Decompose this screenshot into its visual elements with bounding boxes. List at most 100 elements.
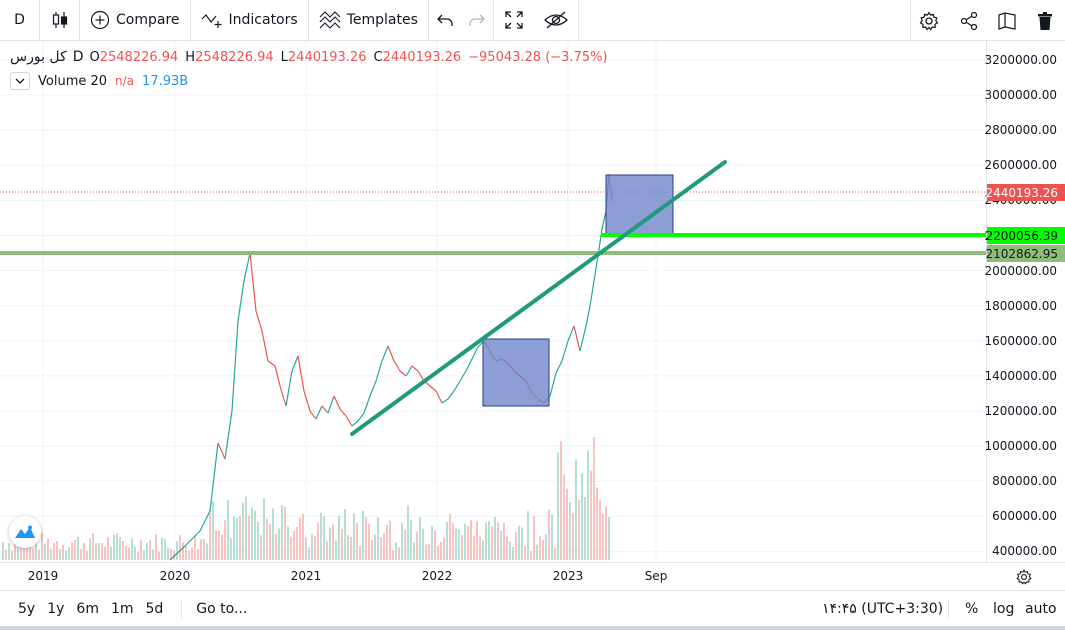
open-key: O: [89, 49, 100, 65]
volume-bar: [71, 542, 73, 560]
redo-button[interactable]: [461, 0, 494, 41]
log-toggle[interactable]: log: [993, 600, 1015, 617]
price-chart[interactable]: [0, 41, 986, 562]
volume-bar: [5, 549, 7, 560]
volume-bar: [89, 538, 91, 560]
volume-bar: [590, 470, 592, 560]
volume-bar: [191, 547, 193, 560]
interval-label: D: [14, 12, 25, 28]
volume-bar: [29, 540, 31, 560]
axis-settings-button[interactable]: [1014, 567, 1034, 587]
snapshot-button[interactable]: [988, 0, 1026, 41]
volume-bar: [587, 450, 589, 560]
volume-bar: [167, 547, 169, 560]
range-1m-button[interactable]: 1m: [110, 600, 134, 617]
volume-bar: [578, 500, 580, 560]
undo-button[interactable]: [429, 0, 461, 41]
price-segment: [249, 252, 257, 312]
chart-type-button[interactable]: [40, 0, 80, 41]
price-segment: [297, 355, 305, 392]
volume-bar: [524, 546, 526, 560]
plus-circle-icon: [90, 10, 110, 30]
range-5d-button[interactable]: 5d: [145, 600, 164, 617]
volume-bar: [605, 506, 607, 560]
templates-button[interactable]: Templates: [309, 0, 429, 41]
auto-toggle[interactable]: auto: [1025, 600, 1057, 617]
volume-bar: [473, 535, 475, 560]
volume-bar: [266, 518, 268, 560]
volume-bar: [293, 531, 295, 560]
separator: [181, 599, 183, 618]
price-axis[interactable]: 3200000.00 3000000.00 2800000.00 2600000.00…: [984, 41, 1065, 562]
range-5y-button[interactable]: 5y: [18, 600, 36, 617]
volume-bar: [575, 459, 577, 560]
rectangle-drawing-2022[interactable]: [482, 338, 550, 407]
gear-icon: [1016, 569, 1032, 585]
volume-bar: [311, 534, 313, 560]
volume-bar: [479, 536, 481, 560]
volume-bar: [350, 536, 352, 560]
price-segment: [593, 255, 599, 282]
volume-bar: [329, 527, 331, 560]
time-axis[interactable]: 2019 2020 2021 2022 2023 Sep: [0, 562, 1065, 590]
templates-icon: [319, 11, 341, 29]
delete-button[interactable]: [1026, 0, 1064, 41]
price-segment: [243, 252, 251, 282]
volume-bar: [233, 516, 235, 560]
interval-button[interactable]: D: [0, 0, 40, 41]
volume-bar: [572, 512, 574, 560]
price-segment: [405, 365, 413, 377]
range-1y-button[interactable]: 1y: [47, 600, 65, 617]
share-button[interactable]: [950, 0, 988, 41]
legend-collapse-button[interactable]: [10, 72, 30, 90]
volume-bar: [443, 537, 445, 560]
volume-bar: [593, 436, 595, 560]
indicators-button[interactable]: Indicators: [191, 0, 309, 41]
price-tick-label: 3200000.00: [984, 53, 1057, 67]
volume-bar: [467, 526, 469, 560]
volume-bar: [437, 546, 439, 560]
price-segment: [417, 370, 425, 382]
price-segment: [441, 398, 449, 404]
chart-pane[interactable]: کل بورس D O 2548226.94 H 2548226.94 L 24401…: [0, 41, 986, 562]
volume-bar: [539, 536, 541, 560]
volume-bar: [368, 523, 370, 560]
volume-bar: [155, 534, 157, 560]
compare-button[interactable]: Compare: [80, 0, 191, 41]
price-segment: [255, 310, 263, 332]
volume-bar: [542, 539, 544, 560]
volume-bar: [188, 550, 190, 560]
volume-bar: [506, 536, 508, 560]
chart-legend: کل بورس D O 2548226.94 H 2548226.94 L 24401…: [10, 48, 608, 91]
range-6m-button[interactable]: 6m: [76, 600, 99, 617]
volume-bar: [179, 535, 181, 560]
volume-bar: [413, 542, 415, 560]
volume-bar: [299, 517, 301, 560]
volume-bar: [104, 546, 106, 560]
price-segment: [471, 346, 479, 360]
volume-bar: [176, 541, 178, 560]
symbol-name[interactable]: کل بورس: [10, 49, 67, 65]
clock[interactable]: ۱۴:۴۵ (UTC+3:30): [822, 600, 944, 617]
price-segment: [303, 390, 311, 412]
hide-drawings-button[interactable]: [534, 0, 579, 41]
tradingview-logo[interactable]: [9, 516, 41, 548]
volume-bar: [110, 546, 112, 560]
goto-button[interactable]: Go to...: [196, 600, 248, 617]
trend-line[interactable]: [350, 160, 727, 436]
volume-bar: [560, 441, 562, 560]
volume-bar: [44, 543, 46, 560]
volume-bar: [518, 525, 520, 560]
volume-bar: [371, 539, 373, 560]
volume-bar: [320, 512, 322, 560]
open-value: 2548226.94: [99, 49, 179, 65]
volume-bar: [275, 533, 277, 560]
undo-icon: [436, 14, 453, 26]
volume-bar: [284, 506, 286, 560]
price-segment: [224, 410, 233, 460]
fullscreen-button[interactable]: [494, 0, 534, 41]
percent-toggle[interactable]: %: [965, 600, 979, 617]
price-segment: [567, 325, 575, 342]
settings-button[interactable]: [910, 0, 946, 41]
volume-bar: [239, 515, 241, 560]
